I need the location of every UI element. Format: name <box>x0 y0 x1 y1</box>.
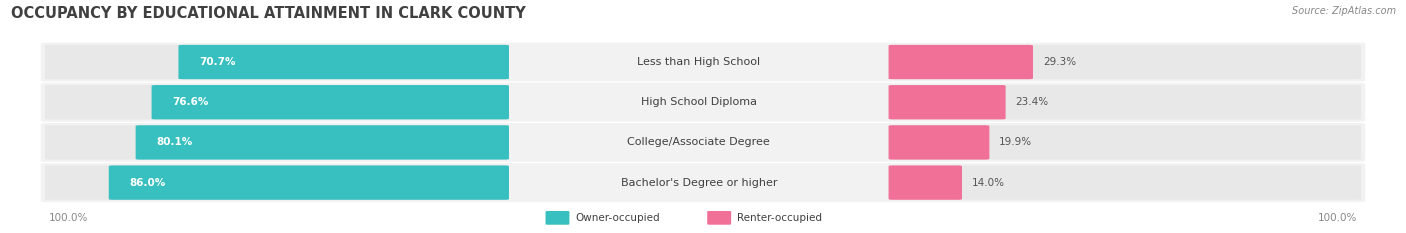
FancyBboxPatch shape <box>889 85 1361 119</box>
FancyBboxPatch shape <box>108 165 509 200</box>
Text: Renter-occupied: Renter-occupied <box>737 213 821 223</box>
Text: 100.0%: 100.0% <box>49 213 89 223</box>
FancyBboxPatch shape <box>45 165 509 200</box>
Text: Bachelor's Degree or higher: Bachelor's Degree or higher <box>620 178 778 188</box>
FancyBboxPatch shape <box>152 85 509 119</box>
FancyBboxPatch shape <box>41 43 1365 82</box>
FancyBboxPatch shape <box>546 211 569 225</box>
Text: 86.0%: 86.0% <box>129 178 166 188</box>
FancyBboxPatch shape <box>41 83 1365 122</box>
FancyBboxPatch shape <box>889 165 962 200</box>
Text: 29.3%: 29.3% <box>1043 57 1076 67</box>
Text: College/Associate Degree: College/Associate Degree <box>627 137 770 147</box>
Text: 14.0%: 14.0% <box>972 178 1005 188</box>
FancyBboxPatch shape <box>707 211 731 225</box>
FancyBboxPatch shape <box>889 85 1005 119</box>
FancyBboxPatch shape <box>45 125 509 160</box>
Text: Source: ZipAtlas.com: Source: ZipAtlas.com <box>1292 6 1396 16</box>
FancyBboxPatch shape <box>45 45 509 79</box>
FancyBboxPatch shape <box>889 125 1361 160</box>
FancyBboxPatch shape <box>41 163 1365 202</box>
FancyBboxPatch shape <box>45 85 509 119</box>
Text: High School Diploma: High School Diploma <box>641 97 756 107</box>
FancyBboxPatch shape <box>41 123 1365 162</box>
FancyBboxPatch shape <box>889 45 1361 79</box>
Text: OCCUPANCY BY EDUCATIONAL ATTAINMENT IN CLARK COUNTY: OCCUPANCY BY EDUCATIONAL ATTAINMENT IN C… <box>11 6 526 21</box>
Text: 23.4%: 23.4% <box>1015 97 1049 107</box>
Text: 80.1%: 80.1% <box>156 137 193 147</box>
Text: 19.9%: 19.9% <box>1000 137 1032 147</box>
FancyBboxPatch shape <box>889 125 990 160</box>
Text: 70.7%: 70.7% <box>200 57 236 67</box>
Text: 100.0%: 100.0% <box>1317 213 1357 223</box>
FancyBboxPatch shape <box>179 45 509 79</box>
Text: 76.6%: 76.6% <box>173 97 209 107</box>
FancyBboxPatch shape <box>889 165 1361 200</box>
FancyBboxPatch shape <box>135 125 509 160</box>
FancyBboxPatch shape <box>889 45 1033 79</box>
Text: Owner-occupied: Owner-occupied <box>575 213 659 223</box>
Text: Less than High School: Less than High School <box>637 57 761 67</box>
